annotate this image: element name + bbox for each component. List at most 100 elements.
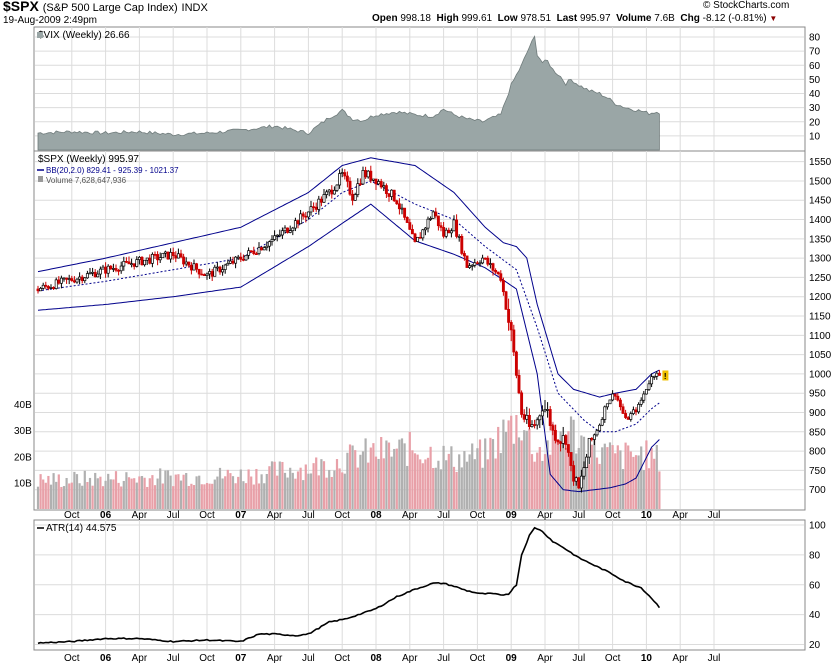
candle-body bbox=[145, 257, 149, 261]
candle-body bbox=[340, 172, 344, 174]
index-name: (S&P 500 Large Cap Index) bbox=[42, 2, 178, 14]
volume-bar bbox=[429, 446, 432, 509]
candle-body bbox=[605, 403, 609, 408]
candle-body bbox=[62, 277, 66, 280]
x-tick-label: Jul bbox=[167, 510, 180, 521]
volume-bar bbox=[543, 454, 547, 509]
candle-body bbox=[514, 351, 518, 376]
volume-bar bbox=[224, 476, 227, 509]
volume-bar bbox=[265, 473, 268, 509]
candle-body bbox=[634, 409, 638, 413]
volume-bar bbox=[312, 463, 315, 509]
volume-bar bbox=[484, 438, 487, 509]
candle-body bbox=[338, 173, 342, 186]
x-tick-label: Oct bbox=[199, 510, 215, 521]
volume-bar bbox=[325, 477, 328, 509]
candle-body bbox=[83, 277, 87, 282]
volume-bar bbox=[632, 456, 635, 509]
candle-body bbox=[442, 227, 446, 237]
volume-bar bbox=[88, 477, 92, 509]
volume-bar bbox=[450, 446, 453, 509]
candle-body bbox=[299, 213, 303, 225]
candle-body bbox=[80, 276, 84, 282]
candle-body bbox=[332, 190, 336, 195]
candle-body bbox=[413, 233, 417, 242]
volume-bar bbox=[538, 447, 541, 509]
volume-bar bbox=[151, 475, 154, 509]
candle-body bbox=[517, 375, 521, 394]
candle-body bbox=[400, 207, 404, 210]
x-tick-label: Jul bbox=[302, 510, 315, 521]
copyright[interactable]: © StockCharts.com bbox=[703, 0, 790, 11]
volume-bar bbox=[408, 431, 411, 509]
volume-bar bbox=[564, 447, 567, 509]
volume-bar bbox=[364, 438, 367, 509]
volume-bar bbox=[211, 483, 214, 509]
price-y-tick-label: 1050 bbox=[809, 350, 832, 361]
volume-bar bbox=[517, 437, 521, 509]
candle-body bbox=[650, 376, 654, 385]
candle-body bbox=[327, 189, 331, 193]
volume-bar bbox=[120, 486, 123, 509]
volume-axis-label: 20B bbox=[14, 452, 32, 463]
volume-bar bbox=[146, 486, 149, 509]
x-tick-label: Apr bbox=[537, 510, 553, 521]
candle-body bbox=[161, 252, 165, 259]
volume-bar bbox=[213, 479, 216, 509]
volume-bar bbox=[39, 474, 42, 509]
x-tick-label: Oct bbox=[334, 653, 350, 664]
x-tick-label: Apr bbox=[402, 510, 418, 521]
volume-bar bbox=[239, 469, 242, 509]
x-tick-label: 10 bbox=[641, 653, 653, 664]
candle-body bbox=[561, 435, 565, 444]
volume-bar bbox=[460, 467, 463, 509]
candle-body bbox=[150, 254, 154, 264]
volume-bar bbox=[338, 468, 341, 509]
candle-body bbox=[509, 322, 513, 331]
candle-body bbox=[254, 253, 258, 255]
candle-body bbox=[629, 413, 633, 420]
candle-body bbox=[452, 219, 456, 232]
candle-body bbox=[351, 193, 355, 201]
volume-bar bbox=[70, 482, 73, 509]
volume-bar bbox=[406, 465, 409, 509]
volume-bar bbox=[515, 414, 518, 509]
volume-bar bbox=[504, 431, 508, 509]
volume-bar bbox=[159, 468, 162, 509]
candle-body bbox=[556, 440, 560, 443]
volume-bar bbox=[385, 440, 388, 509]
candle-body bbox=[447, 229, 451, 234]
volume-bar bbox=[655, 445, 658, 509]
candle-body bbox=[504, 291, 508, 310]
volume-bar bbox=[367, 462, 370, 509]
volume-bar bbox=[307, 473, 310, 509]
candle-body bbox=[348, 180, 352, 195]
volume-bar bbox=[104, 480, 107, 509]
candle-body bbox=[65, 277, 69, 280]
atr-y-tick-label: 20 bbox=[809, 640, 821, 651]
volume-bar bbox=[96, 478, 99, 509]
candle-body bbox=[535, 419, 539, 426]
volume-bar bbox=[640, 446, 643, 509]
volume-bar bbox=[299, 467, 302, 509]
volume-bar bbox=[294, 478, 297, 509]
price-y-tick-label: 1450 bbox=[809, 196, 832, 207]
candle-body bbox=[455, 219, 459, 237]
volume-bar bbox=[112, 479, 115, 509]
candle-body bbox=[156, 254, 160, 261]
x-tick-label: Apr bbox=[132, 653, 148, 664]
volume-bar bbox=[471, 443, 474, 509]
volume-bar bbox=[140, 476, 144, 509]
x-tick-label: 06 bbox=[100, 653, 112, 664]
quote-low-value: 978.51 bbox=[520, 13, 552, 24]
volume-bar bbox=[101, 486, 105, 509]
quote-volume-value: 7.6B bbox=[654, 13, 675, 24]
volume-bar bbox=[328, 470, 331, 509]
volume-bar bbox=[192, 485, 196, 509]
candle-body bbox=[603, 406, 607, 420]
bb-legend: BB(20,2.0) 829.41 - 925.39 - 1021.37 bbox=[46, 166, 179, 175]
candle-body bbox=[270, 239, 274, 243]
volume-bar bbox=[614, 453, 617, 509]
candle-body bbox=[163, 251, 167, 254]
price-y-tick-label: 800 bbox=[809, 447, 826, 458]
